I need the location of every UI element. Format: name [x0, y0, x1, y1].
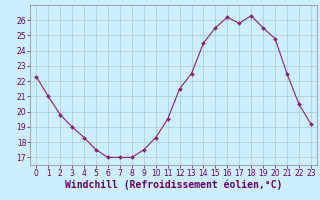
X-axis label: Windchill (Refroidissement éolien,°C): Windchill (Refroidissement éolien,°C) [65, 180, 282, 190]
